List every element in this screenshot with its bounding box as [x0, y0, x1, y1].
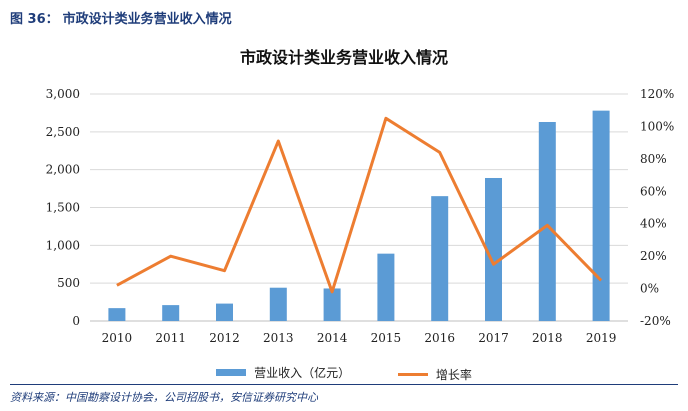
left-tick-label: 500 [57, 276, 80, 290]
legend-label-growth: 增长率 [435, 368, 472, 382]
legend-label-revenue: 营业收入（亿元） [254, 366, 351, 380]
x-tick-label: 2013 [263, 331, 294, 345]
left-tick-label: 0 [72, 314, 80, 328]
right-axis-labels: -20% 0% 20% 40% 60% 80% 100% 120% [640, 87, 674, 328]
legend-item-revenue: 营业收入（亿元） [216, 364, 350, 381]
bar [538, 121, 556, 321]
x-tick-label: 2016 [424, 331, 455, 345]
x-tick-label: 2019 [586, 331, 617, 345]
x-tick-label: 2011 [155, 331, 186, 345]
right-tick-label: 40% [640, 217, 667, 231]
source-note: 资料来源：中国勘察设计协会，公司招股书，安信证券研究中心 [10, 391, 318, 404]
legend-swatch-line [397, 373, 428, 376]
left-tick-label: 2,000 [46, 163, 80, 177]
right-tick-label: 0% [640, 282, 659, 296]
x-tick-label: 2015 [371, 331, 402, 345]
left-axis-labels: 0 500 1,000 1,500 2,000 2,500 3,000 [46, 87, 80, 328]
right-tick-label: 120% [640, 87, 674, 101]
right-tick-label: 100% [640, 119, 674, 133]
right-tick-label: 60% [640, 184, 667, 198]
figure-caption-text: 市政设计类业务营业收入情况 [62, 12, 232, 27]
left-tick-label: 1,500 [46, 201, 80, 215]
figure-label: 图 36： [10, 12, 59, 27]
x-tick-label: 2017 [478, 331, 509, 345]
bar [108, 308, 126, 321]
bars [108, 110, 610, 321]
x-tick-label: 2018 [532, 331, 563, 345]
growth-line [116, 116, 603, 294]
left-tick-label: 3,000 [46, 87, 80, 101]
legend: 营业收入（亿元） 增长率 [0, 364, 688, 383]
bar [431, 196, 449, 321]
bar [269, 287, 287, 321]
left-tick-label: 1,000 [46, 238, 80, 252]
x-tick-label: 2014 [317, 331, 348, 345]
chart-title: 市政设计类业务营业收入情况 [239, 48, 448, 67]
bar [216, 303, 233, 321]
divider [10, 384, 678, 385]
right-tick-label: 20% [640, 249, 667, 263]
figure-caption: 图 36： 市政设计类业务营业收入情况 [10, 8, 232, 27]
left-tick-label: 2,500 [46, 125, 80, 139]
bar [323, 288, 341, 321]
x-axis-labels: 2010 2011 2012 2013 2014 2015 2016 2017 2018 2019 [102, 331, 617, 345]
bar [162, 305, 180, 321]
legend-swatch-bar [216, 369, 247, 376]
x-tick-label: 2012 [209, 331, 240, 345]
right-tick-label: 80% [640, 152, 667, 166]
legend-item-growth: 增长率 [397, 366, 472, 383]
bar [377, 253, 395, 321]
x-tick-label: 2010 [102, 331, 133, 345]
growth-polyline [116, 116, 603, 294]
bar [592, 110, 610, 321]
right-tick-label: -20% [640, 314, 671, 328]
bar [485, 177, 502, 321]
